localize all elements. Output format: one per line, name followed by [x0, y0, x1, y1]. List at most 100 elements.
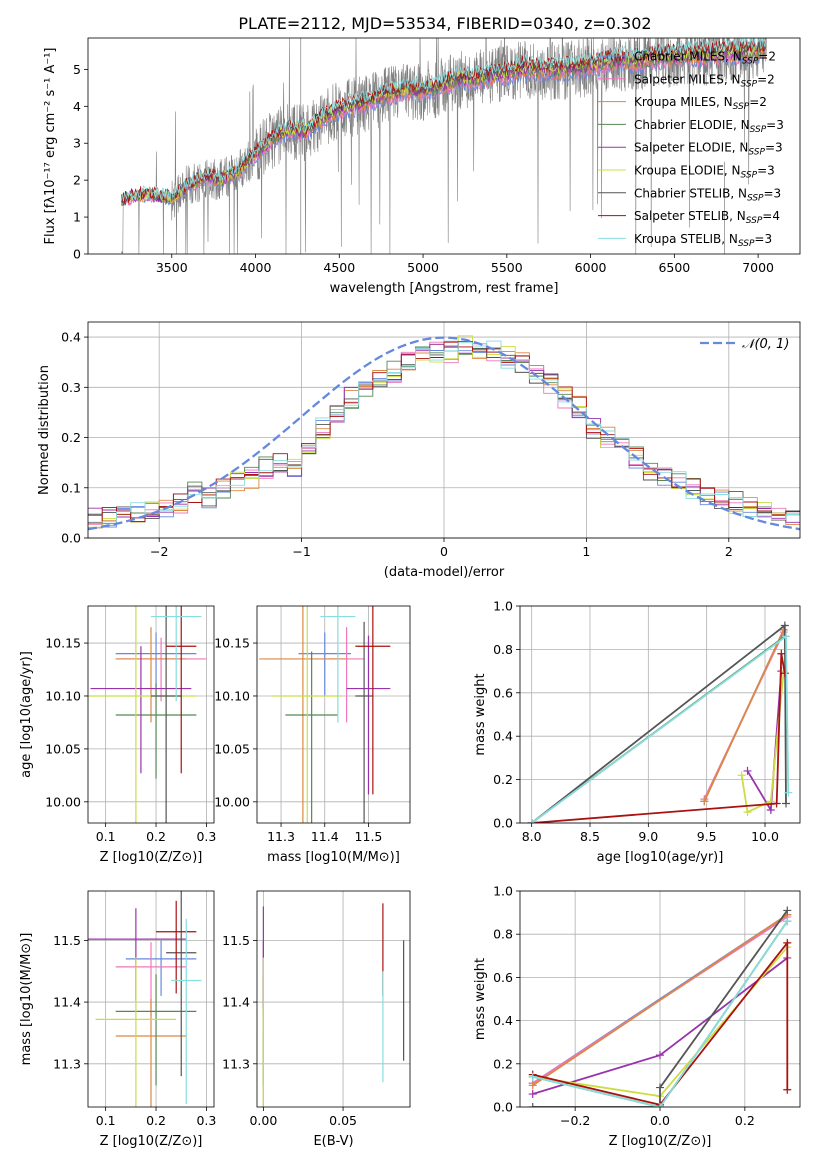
- weight-marker: [777, 649, 786, 658]
- y-tick-label: 1.0: [493, 599, 513, 614]
- errorbar-salpeter_elodie: [90, 646, 192, 774]
- weight-vs-Z-panel: −0.2 0.0 0.2 0.0 0.2 0.4 0.6 0.8 1.0 Z [log10(Z/Z…: [473, 884, 801, 1149]
- x-tick-label: 0.2: [146, 829, 166, 844]
- x-tick-label: −2: [150, 544, 168, 559]
- errorbar-salpeter_stelib: [355, 606, 391, 795]
- errorbar-kroupa_elodie: [95, 957, 177, 1107]
- normal-curve: [88, 336, 800, 531]
- y-tick-label: 3: [73, 136, 81, 151]
- legend-entry: Chabrier ELODIE, NSSP=3: [634, 118, 784, 135]
- x-tick-label: 5000: [407, 260, 439, 275]
- x-tick-label: 0.00: [249, 1113, 277, 1128]
- errorbar-chabrier_elodie: [115, 974, 197, 1086]
- x-tick-label: −1: [292, 544, 310, 559]
- errorbar-kroupa_stelib: [171, 918, 202, 1104]
- x-tick-label: 2: [725, 544, 733, 559]
- errorbar-kroupa_miles: [259, 606, 347, 823]
- x-tick-label: 3500: [156, 260, 188, 275]
- spectrum-ticks: 3500 4000 4500 5000 5500 6000 6500 7000 0 1 2 3 4 5: [73, 62, 774, 275]
- legend-entry: Salpeter ELODIE, NSSP=3: [634, 141, 783, 158]
- x-tick-label: 4000: [240, 260, 272, 275]
- residuals-ticks: −2 −1 0 1 2 0.0 0.1 0.2 0.3 0.4: [61, 330, 733, 559]
- weight-marker: [783, 1085, 792, 1094]
- x-tick-label: 0.3: [196, 829, 216, 844]
- x-tick-label: 8.0: [522, 829, 542, 844]
- y-tick-label: 0.0: [493, 1100, 513, 1115]
- spectrum-xlabel: wavelength [Angstrom, rest frame]: [330, 281, 559, 296]
- x-tick-label: 6500: [658, 260, 690, 275]
- figure-title: PLATE=2112, MJD=53534, FIBERID=0340, z=0…: [238, 14, 651, 33]
- y-tick-label: 1: [73, 210, 81, 225]
- y-tick-label: 10.05: [45, 741, 81, 756]
- y-tick-label: 1.0: [493, 884, 513, 899]
- age-vs-Z-panel: 0.1 0.2 0.3 10.00 10.05 10.10 10.15 Z [log10(Z/…: [19, 605, 216, 865]
- weight-vs-age-frame: [519, 605, 801, 824]
- y-tick-label: 0.4: [493, 729, 513, 744]
- errorbar-salpeter_stelib: [156, 900, 197, 994]
- age-vs-Z-ticks: 0.1 0.2 0.3 10.00 10.05 10.10 10.15: [45, 636, 216, 844]
- x-tick-label: 11.3: [267, 829, 295, 844]
- mass-vs-EBV-xlabel: E(B-V): [313, 1134, 353, 1149]
- errorbar-chabrier_stelib: [355, 621, 373, 823]
- model-spectrum-chabrier_stelib: [121, 40, 767, 204]
- y-tick-label: 10.10: [45, 688, 81, 703]
- weight-line-salpeter_stelib: [532, 940, 789, 1106]
- legend-entry: Salpeter STELIB, NSSP=4: [634, 209, 780, 226]
- y-tick-label: 11.5: [53, 933, 81, 948]
- mass-vs-Z-xlabel: Z [log10(Z/Z⊙)]: [100, 1134, 203, 1149]
- x-tick-label: 10.0: [751, 829, 779, 844]
- y-tick-label: 10.00: [45, 794, 81, 809]
- weight-vs-age-ticks: 8.0 8.5 9.0 9.5 10.0 0.0 0.2 0.4 0.6 0.8 1.0: [493, 599, 779, 845]
- weight-vs-age-plot-area: [527, 621, 793, 823]
- x-tick-label: 0.1: [96, 1113, 116, 1128]
- x-tick-label: 0.3: [196, 1113, 216, 1128]
- weight-marker: [783, 938, 792, 947]
- mass-vs-EBV-plot-area: [262, 903, 405, 1107]
- residual-hist-kroupa_stelib: [88, 340, 800, 523]
- legend-entry: Chabrier MILES, NSSP=2: [634, 50, 776, 67]
- weight-marker: [780, 669, 789, 678]
- mass-vs-Z-plot-area: [88, 891, 202, 1107]
- x-tick-label: 11.5: [355, 829, 383, 844]
- mass-vs-Z-ticks: 0.1 0.2 0.3 11.3 11.4 11.5: [53, 933, 216, 1128]
- weight-vs-Z-xlabel: Z [log10(Z/Z⊙)]: [609, 1134, 712, 1149]
- y-tick-label: 0.1: [61, 480, 81, 495]
- y-tick-label: 10.15: [214, 636, 250, 651]
- weight-marker: [527, 819, 536, 823]
- weight-vs-Z-ylabel: mass weight: [473, 958, 488, 1040]
- weight-line-chabrier_stelib: [532, 909, 789, 1107]
- x-tick-label: 0.1: [96, 829, 116, 844]
- y-tick-label: 11.4: [53, 995, 81, 1010]
- y-tick-label: 4: [73, 99, 81, 114]
- y-tick-label: 0: [73, 247, 81, 262]
- legend-entry: 𝒩(0, 1): [742, 337, 789, 352]
- residuals-frame: [87, 321, 801, 539]
- y-tick-label: 10.00: [214, 794, 250, 809]
- x-tick-label: 5500: [491, 260, 523, 275]
- residuals-panel: −2 −1 0 1 2 0.0 0.1 0.2 0.3 0.4 (data-model)/error…: [37, 321, 801, 580]
- weight-line-kroupa_elodie: [740, 671, 785, 814]
- weight-marker: [782, 632, 790, 641]
- weight-marker: [528, 1081, 537, 1090]
- weight-marker: [783, 906, 792, 915]
- weight-marker: [528, 1072, 537, 1081]
- y-tick-label: 2: [73, 173, 81, 188]
- y-tick-label: 10.15: [45, 636, 81, 651]
- weight-marker: [784, 788, 793, 797]
- y-tick-label: 0.3: [61, 380, 81, 395]
- spectrum-ylabel: Flux [fλ10⁻¹⁷ erg cm⁻² s⁻¹ A⁻¹]: [43, 48, 58, 245]
- x-tick-label: 0.0: [650, 1113, 670, 1128]
- residuals-xlabel: (data-model)/error: [384, 565, 505, 580]
- weight-marker: [528, 1103, 537, 1107]
- x-tick-label: 0.2: [735, 1113, 755, 1128]
- weight-vs-Z-plot-area: [528, 906, 792, 1107]
- age-vs-Z-ylabel: age [log10(age/yr)]: [19, 651, 34, 778]
- y-tick-label: 0.6: [493, 685, 513, 700]
- x-tick-label: 7000: [742, 260, 774, 275]
- spectrum-plot-area: [121, 38, 767, 254]
- weight-vs-age-panel: 8.0 8.5 9.0 9.5 10.0 0.0 0.2 0.4 0.6 0.8 1.0 age [l…: [473, 599, 801, 865]
- y-tick-label: 10.10: [214, 688, 250, 703]
- y-tick-label: 10.05: [214, 741, 250, 756]
- x-tick-label: 9.0: [638, 829, 658, 844]
